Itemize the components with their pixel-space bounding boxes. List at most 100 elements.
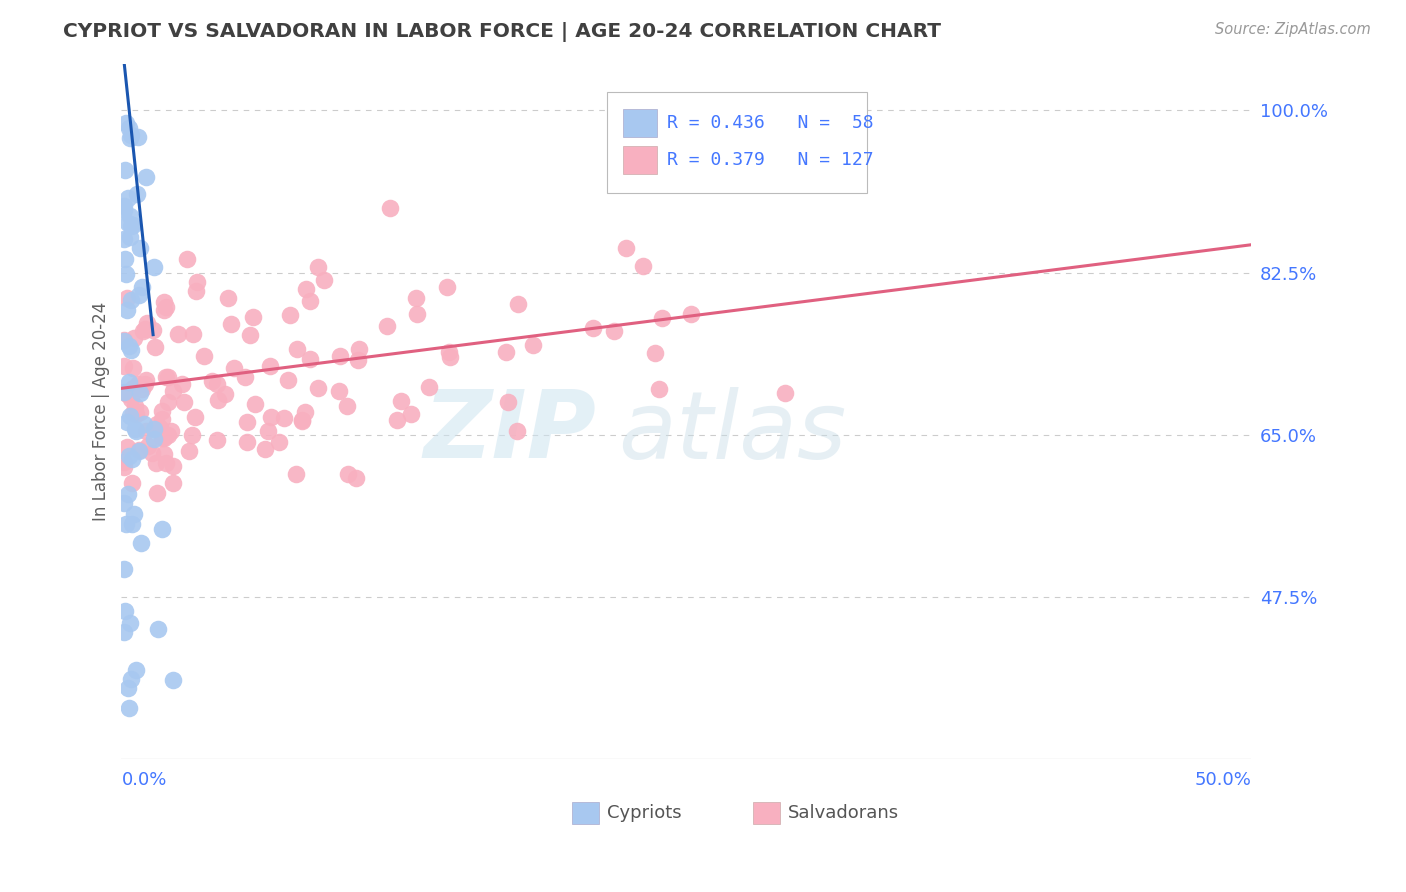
Point (162, 476, 184, 491)
Point (242, 310, 264, 324)
Point (235, 415, 257, 429)
Point (329, 350, 352, 364)
Point (633, 259, 655, 273)
Point (153, 447, 176, 461)
Point (112, 384, 135, 399)
Point (125, 408, 148, 422)
Text: R = 0.379   N = 127: R = 0.379 N = 127 (668, 151, 875, 169)
Point (385, 413, 408, 427)
Point (112, 232, 135, 246)
Point (128, 288, 150, 302)
Point (134, 322, 156, 336)
Point (173, 395, 195, 409)
Point (299, 352, 322, 367)
Point (112, 625, 135, 640)
Point (135, 170, 157, 185)
Point (522, 338, 544, 352)
Point (129, 536, 152, 550)
Point (505, 424, 527, 438)
Point (122, 219, 145, 233)
Point (375, 318, 398, 333)
Point (115, 415, 138, 429)
Point (495, 344, 517, 359)
Point (603, 324, 626, 338)
Point (142, 323, 165, 337)
Point (128, 444, 150, 458)
Point (146, 622, 169, 636)
Point (298, 294, 321, 309)
Point (328, 384, 350, 398)
Point (146, 417, 169, 432)
Point (114, 252, 136, 266)
Point (146, 486, 169, 500)
Point (121, 672, 143, 686)
Point (121, 476, 143, 491)
Point (437, 344, 460, 359)
Point (205, 433, 228, 447)
Point (162, 384, 184, 399)
Point (344, 471, 367, 485)
Point (136, 439, 159, 453)
Point (294, 405, 316, 419)
Text: ZIP: ZIP (423, 386, 596, 478)
Point (259, 359, 281, 374)
Point (616, 241, 638, 255)
Point (118, 339, 141, 353)
Point (125, 663, 148, 677)
Point (496, 394, 519, 409)
Point (291, 414, 314, 428)
Point (129, 386, 152, 401)
Point (122, 360, 145, 375)
Point (143, 422, 166, 436)
Point (193, 349, 215, 363)
Point (118, 229, 141, 244)
Point (120, 343, 142, 358)
Point (172, 376, 194, 391)
Point (280, 308, 302, 322)
Text: Source: ZipAtlas.com: Source: ZipAtlas.com (1215, 22, 1371, 37)
Point (125, 186, 148, 201)
Point (222, 360, 245, 375)
Point (150, 404, 173, 418)
Point (112, 495, 135, 509)
Point (346, 353, 368, 368)
Point (156, 395, 179, 409)
Point (112, 562, 135, 576)
Point (312, 273, 335, 287)
Point (118, 375, 141, 389)
Point (121, 516, 143, 531)
Point (118, 209, 141, 223)
Point (647, 383, 669, 397)
Point (236, 434, 259, 449)
Point (219, 318, 242, 332)
Point (117, 681, 139, 695)
Point (124, 422, 146, 436)
Point (128, 405, 150, 419)
Point (120, 293, 142, 307)
Point (112, 203, 135, 218)
Point (135, 373, 157, 387)
Point (651, 310, 673, 325)
Point (125, 424, 148, 438)
Text: 0.0%: 0.0% (121, 772, 167, 789)
Point (117, 487, 139, 501)
Point (162, 673, 184, 687)
Y-axis label: In Labor Force | Age 20-24: In Labor Force | Age 20-24 (93, 301, 110, 521)
Point (336, 467, 359, 481)
Point (260, 409, 283, 424)
Point (166, 327, 188, 342)
Point (115, 291, 138, 305)
Point (155, 300, 177, 314)
Point (117, 302, 139, 317)
Point (114, 604, 136, 618)
Point (149, 420, 172, 434)
Point (679, 307, 702, 321)
Point (155, 456, 177, 470)
Point (201, 374, 224, 388)
Point (141, 446, 163, 460)
Point (121, 451, 143, 466)
Point (143, 340, 166, 354)
Point (243, 397, 266, 411)
Point (150, 411, 173, 425)
Point (127, 129, 149, 144)
